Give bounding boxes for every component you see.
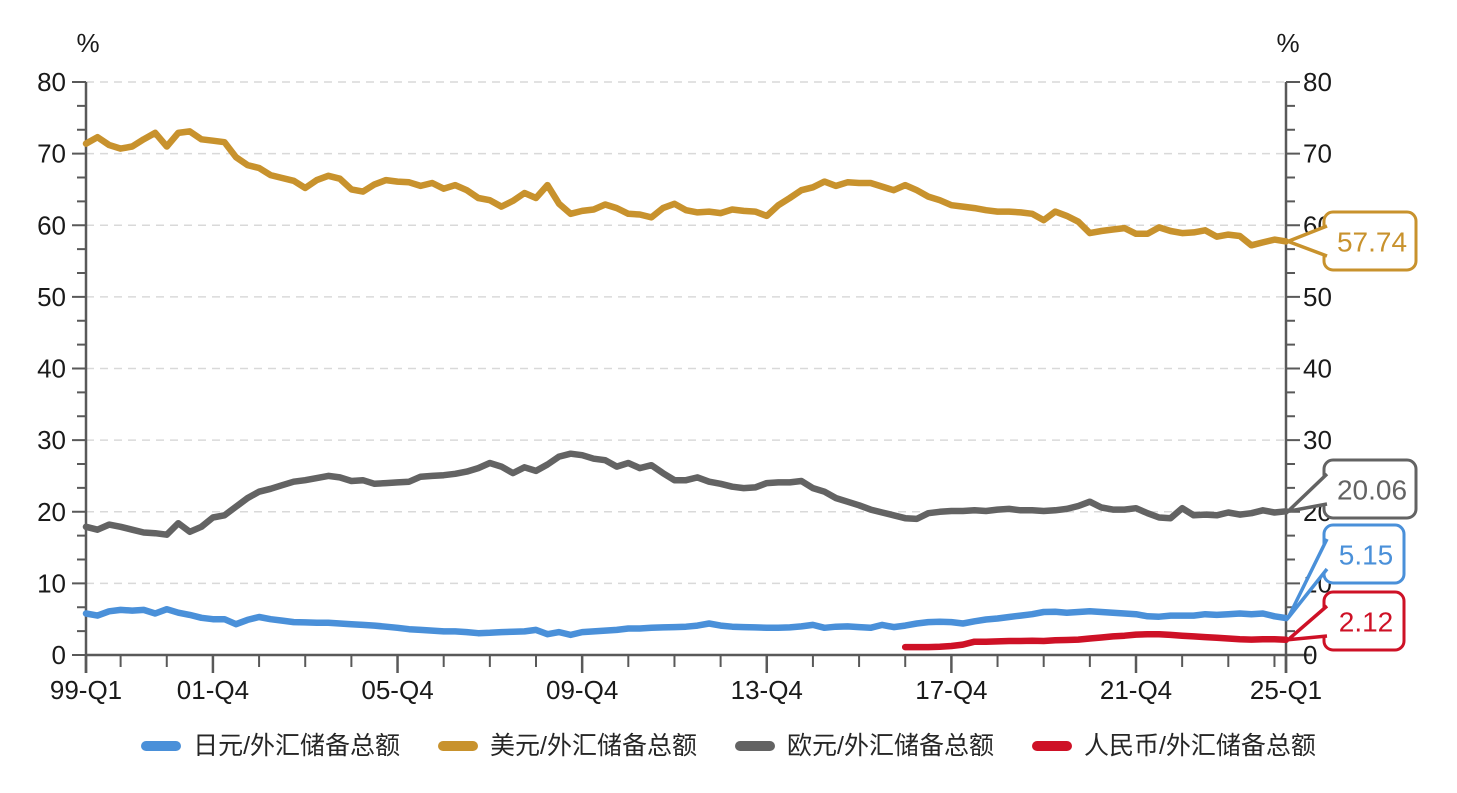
x-axis-label: 25-Q1 [1250,675,1322,705]
legend-item-jpy[interactable]: 日元/外汇储备总额 [141,731,400,761]
x-axis-label: 01-Q4 [177,675,249,705]
legend-label-eur: 欧元/外汇储备总额 [787,732,994,760]
legend-item-cny[interactable]: 人民币/外汇储备总额 [1031,731,1316,761]
legend-item-usd[interactable]: 美元/外汇储备总额 [438,731,697,761]
y-axis-label-left: 0 [52,640,66,670]
callout-pointer-cny [1286,604,1329,642]
x-axis-label: 99-Q1 [50,675,122,705]
y-axis-label-right: 0 [1303,640,1317,670]
series-lines [82,128,1290,651]
callout-jpy: 5.15 [1286,523,1406,620]
x-axis-label: 05-Q4 [361,675,433,705]
legend: 日元/外汇储备总额 美元/外汇储备总额 欧元/外汇储备总额 人民币/外汇储备总额 [0,731,1457,761]
y-axis-label-left: 50 [37,282,66,312]
y-axis-label-right: 70 [1303,139,1332,169]
y-axis-label-left: 10 [37,568,66,598]
y-axis-label-left: 70 [37,139,66,169]
callout-eur: 20.06 [1286,458,1418,520]
legend-item-eur[interactable]: 欧元/外汇储备总额 [735,731,994,761]
legend-label-cny: 人民币/外汇储备总额 [1083,732,1316,760]
left-axis-unit-label: % [76,28,99,58]
y-axis-label-left: 40 [37,354,66,384]
axes [84,82,1312,673]
callout-pointer-eur [1286,472,1329,514]
callout-usd: 57.74 [1286,210,1418,272]
legend-label-jpy: 日元/外汇储备总额 [193,732,401,760]
y-axis-label-right: 80 [1303,67,1332,97]
series-line-cny [901,630,1290,651]
y-axis-label-left: 20 [37,497,66,527]
x-ticks-and-labels: 99-Q1 01-Q4 05-Q4 09-Q4 13-Q4 17-Q4 21-Q4 25-Q1 [50,655,1322,705]
y-axis-label-right: 30 [1303,425,1332,455]
series-line-eur [82,450,1290,538]
callout-value-eur: 20.06 [1337,475,1407,506]
x-axis-label: 13-Q4 [731,675,803,705]
x-axis-label: 17-Q4 [915,675,987,705]
y-axis-label-right: 50 [1303,282,1332,312]
x-axis-label: 21-Q4 [1100,675,1172,705]
callout-value-cny: 2.12 [1339,607,1394,638]
callout-pointer-usd [1286,224,1328,258]
y-axis-label-left: 30 [37,425,66,455]
right-axis-unit-label: % [1276,28,1299,58]
callout-value-jpy: 5.15 [1339,540,1394,571]
end-value-callouts: 57.74 20.06 5.15 2.12 [1286,210,1418,652]
y-axis-label-left: 80 [37,67,66,97]
y-axis-label-right: 40 [1303,354,1332,384]
callout-cny: 2.12 [1286,590,1406,652]
x-axis-label: 09-Q4 [546,675,618,705]
series-line-usd [82,128,1290,249]
callout-value-usd: 57.74 [1337,227,1407,258]
legend-swatch-usd [438,741,479,751]
callout-pointer-jpy [1286,538,1329,620]
legend-swatch-jpy [141,741,182,751]
legend-label-usd: 美元/外汇储备总额 [490,732,697,760]
series-line-jpy [82,605,1290,639]
legend-swatch-eur [735,741,775,751]
y-axis-label-left: 60 [37,210,66,240]
legend-swatch-cny [1031,741,1072,751]
